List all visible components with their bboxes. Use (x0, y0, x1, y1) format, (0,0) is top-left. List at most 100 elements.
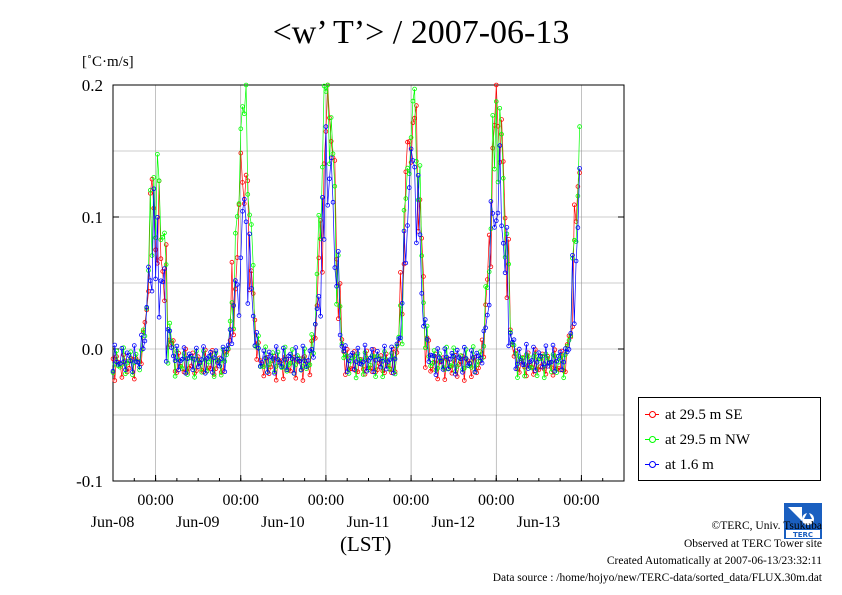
data-point (571, 321, 577, 327)
data-point (309, 346, 315, 352)
data-point (162, 266, 167, 271)
data-point (346, 358, 352, 364)
data-point (497, 106, 503, 111)
data-point (300, 378, 306, 383)
legend-label-nw: at 29.5 m NW (665, 432, 750, 448)
data-point (355, 351, 361, 357)
data-point (486, 269, 492, 275)
data-point (328, 115, 334, 120)
data-point (435, 346, 441, 351)
data-point (323, 89, 329, 94)
data-point (424, 337, 430, 342)
series-line (112, 126, 580, 375)
data-point (506, 261, 512, 267)
data-point (311, 355, 316, 360)
legend-item-nw: at 29.5 m NW (645, 430, 750, 450)
data-point (492, 166, 497, 172)
data-point (156, 178, 162, 184)
data-point (380, 374, 386, 380)
data-point (522, 373, 527, 379)
data-point (401, 207, 407, 213)
data-point (247, 212, 252, 218)
data-point (488, 199, 494, 204)
data-point (240, 180, 245, 185)
data-point (272, 370, 277, 376)
data-point (426, 359, 432, 364)
data-point (265, 370, 270, 375)
data-point (114, 354, 119, 359)
data-point (335, 316, 341, 322)
data-point (431, 348, 437, 353)
data-point (238, 150, 244, 156)
data-point (227, 318, 233, 324)
data-point (316, 255, 322, 261)
data-point (121, 352, 126, 358)
data-point (442, 377, 448, 382)
data-point (163, 242, 169, 247)
series-2 (110, 124, 582, 378)
legend-swatch-se (645, 405, 659, 425)
data-point (353, 359, 359, 365)
data-point (282, 357, 288, 362)
legend-item-1-6m: at 1.6 m (645, 455, 714, 475)
data-point (405, 165, 410, 171)
data-point (470, 355, 476, 360)
data-point (543, 351, 549, 357)
data-point (234, 214, 240, 219)
data-point (222, 369, 228, 375)
data-point (231, 332, 237, 338)
legend-label-1-6m: at 1.6 m (665, 457, 714, 473)
data-point (172, 358, 178, 364)
data-point (325, 203, 331, 208)
data-point (552, 347, 558, 353)
data-point (469, 365, 474, 370)
data-point (440, 367, 446, 372)
x-tick-date: Jun-11 (347, 514, 390, 531)
data-point (293, 362, 299, 367)
data-point (401, 228, 407, 234)
data-point (270, 356, 276, 361)
data-point (566, 347, 572, 352)
x-axis-label: (LST) (340, 532, 392, 556)
data-point (312, 335, 318, 341)
data-point (406, 171, 412, 177)
data-point (371, 369, 377, 375)
data-point (362, 350, 368, 355)
data-point (245, 192, 251, 197)
data-point (153, 247, 158, 253)
data-point (273, 364, 279, 369)
data-point (453, 371, 458, 377)
data-point (314, 271, 320, 277)
data-point (545, 363, 550, 369)
data-point (469, 348, 474, 353)
y-tick-label: 0.2 (82, 76, 103, 95)
data-point (403, 196, 409, 201)
data-point (163, 359, 169, 364)
data-point (392, 356, 398, 362)
data-point (337, 281, 343, 286)
data-point (162, 298, 167, 304)
data-point (485, 312, 490, 318)
data-point (486, 302, 492, 308)
data-point (573, 258, 579, 264)
data-point (211, 374, 217, 379)
data-point (506, 343, 512, 349)
data-point (422, 365, 428, 370)
data-point (153, 276, 158, 282)
data-point (435, 376, 441, 382)
data-point (137, 364, 142, 370)
data-point (309, 332, 315, 337)
data-point (538, 353, 543, 359)
data-point (119, 375, 125, 380)
data-point (293, 345, 299, 350)
data-point (192, 374, 197, 380)
data-point (451, 353, 457, 359)
data-point (516, 346, 522, 352)
data-point (430, 360, 435, 366)
data-point (320, 269, 325, 275)
data-point (355, 345, 361, 351)
data-point (117, 361, 123, 366)
data-point (490, 211, 496, 216)
data-point (492, 225, 497, 230)
